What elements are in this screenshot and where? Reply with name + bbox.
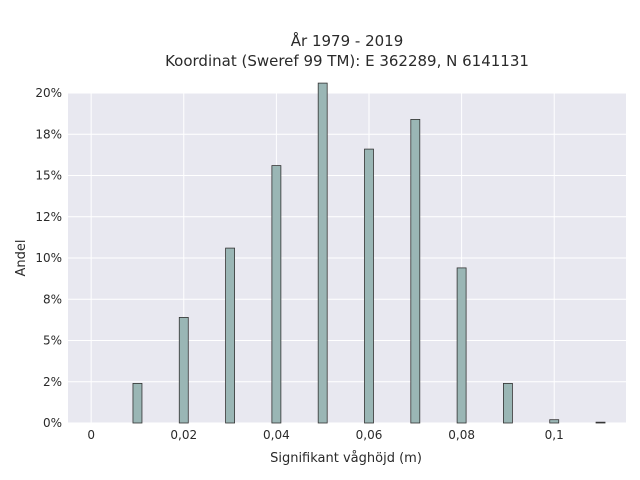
bar [549, 419, 560, 424]
y-tick-label: 12% [35, 210, 62, 224]
x-tick-label: 0 [87, 428, 95, 442]
y-tick-label: 0% [43, 416, 62, 430]
bar [271, 165, 282, 424]
bar [178, 316, 189, 424]
y-axis-ticks: 0% 2% 5% 8% 10% 12% 15% 18% 20% [35, 86, 62, 430]
x-tick-label: 0,06 [356, 428, 383, 442]
x-tick-label: 0,08 [448, 428, 475, 442]
y-tick-label: 5% [43, 334, 62, 348]
bars [132, 82, 606, 424]
x-tick-label: 0,02 [170, 428, 197, 442]
x-tick-label: 0,04 [263, 428, 290, 442]
y-axis-label: Andel [14, 240, 29, 277]
bar [317, 82, 328, 424]
x-axis-ticks: 0 0,02 0,04 0,06 0,08 0,1 [87, 428, 563, 442]
y-tick-label: 10% [35, 251, 62, 265]
y-tick-label: 20% [35, 86, 62, 100]
bar [410, 119, 421, 424]
bar [132, 382, 143, 424]
y-tick-label: 2% [43, 375, 62, 389]
bar [503, 382, 513, 424]
chart-title-line-1: År 1979 - 2019 [291, 31, 404, 50]
bar [225, 247, 235, 424]
x-tick-label: 0,1 [545, 428, 564, 442]
bar [456, 267, 467, 424]
y-tick-label: 18% [35, 127, 62, 141]
chart-title-line-2: Koordinat (Sweref 99 TM): E 362289, N 61… [165, 52, 529, 70]
bar [595, 421, 606, 424]
y-tick-label: 15% [35, 169, 62, 183]
y-tick-label: 8% [43, 292, 62, 306]
x-axis-label: Signifikant våghöjd (m) [270, 451, 422, 466]
bar [364, 148, 374, 424]
